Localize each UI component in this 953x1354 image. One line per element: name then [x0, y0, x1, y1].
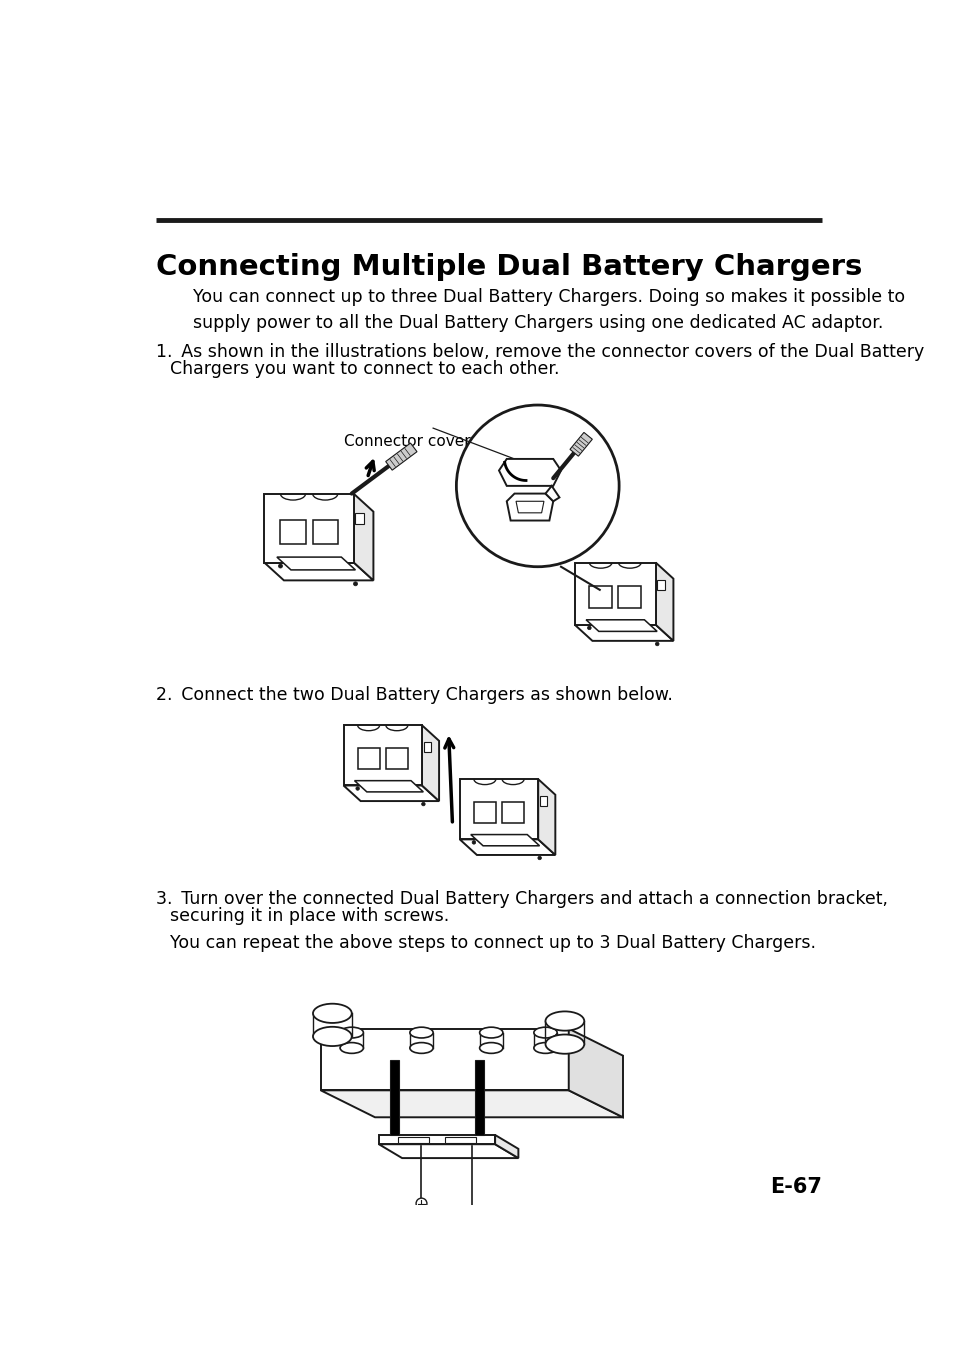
Circle shape	[421, 803, 425, 806]
Bar	[539, 796, 546, 806]
Ellipse shape	[410, 1043, 433, 1053]
Bar	[618, 586, 640, 608]
Polygon shape	[421, 726, 438, 802]
Polygon shape	[264, 563, 373, 581]
Polygon shape	[569, 432, 592, 456]
Circle shape	[278, 565, 282, 569]
Circle shape	[537, 856, 541, 860]
Bar	[280, 520, 305, 544]
Polygon shape	[585, 620, 657, 631]
Polygon shape	[320, 1029, 568, 1090]
Text: 2. Connect the two Dual Battery Chargers as shown below.: 2. Connect the two Dual Battery Chargers…	[155, 686, 672, 704]
Polygon shape	[390, 1060, 398, 1135]
Circle shape	[655, 642, 659, 646]
Circle shape	[587, 626, 591, 630]
Bar	[444, 1136, 476, 1143]
Polygon shape	[343, 726, 421, 785]
Polygon shape	[264, 494, 354, 563]
Polygon shape	[574, 563, 655, 624]
Ellipse shape	[340, 1028, 363, 1039]
Text: Chargers you want to connect to each other.: Chargers you want to connect to each oth…	[171, 360, 559, 378]
Polygon shape	[378, 1144, 517, 1158]
Polygon shape	[568, 1029, 622, 1117]
Polygon shape	[506, 494, 553, 520]
Ellipse shape	[410, 1028, 433, 1039]
Polygon shape	[498, 459, 560, 486]
Circle shape	[354, 582, 357, 586]
Ellipse shape	[479, 1043, 502, 1053]
Circle shape	[416, 1198, 427, 1209]
Polygon shape	[276, 556, 355, 570]
Polygon shape	[385, 443, 416, 470]
Polygon shape	[459, 839, 555, 854]
Bar	[474, 802, 496, 823]
Bar	[355, 513, 363, 524]
Polygon shape	[545, 486, 558, 501]
Bar	[501, 802, 523, 823]
Polygon shape	[355, 781, 423, 792]
Polygon shape	[495, 1135, 517, 1158]
Bar	[397, 1136, 429, 1143]
Ellipse shape	[534, 1028, 557, 1039]
Circle shape	[466, 1217, 476, 1228]
Polygon shape	[320, 1090, 622, 1117]
Text: 1. As shown in the illustrations below, remove the connector covers of the Dual : 1. As shown in the illustrations below, …	[155, 344, 923, 362]
Ellipse shape	[313, 1003, 352, 1024]
Ellipse shape	[340, 1043, 363, 1053]
Text: Connector cover: Connector cover	[344, 433, 470, 448]
Circle shape	[456, 405, 618, 567]
Text: 3. Turn over the connected Dual Battery Chargers and attach a connection bracket: 3. Turn over the connected Dual Battery …	[155, 890, 886, 909]
Bar	[657, 580, 664, 590]
Text: Connecting Multiple Dual Battery Chargers: Connecting Multiple Dual Battery Charger…	[155, 253, 862, 282]
Bar	[357, 747, 379, 769]
Bar	[385, 747, 408, 769]
Polygon shape	[354, 494, 373, 581]
Ellipse shape	[545, 1011, 583, 1030]
Polygon shape	[574, 624, 673, 640]
Polygon shape	[378, 1135, 495, 1144]
Text: You can repeat the above steps to connect up to 3 Dual Battery Chargers.: You can repeat the above steps to connec…	[171, 934, 816, 952]
Polygon shape	[537, 779, 555, 854]
Text: securing it in place with screws.: securing it in place with screws.	[171, 907, 449, 925]
Ellipse shape	[479, 1028, 502, 1039]
Polygon shape	[516, 501, 543, 513]
Polygon shape	[459, 779, 537, 839]
Bar	[589, 586, 612, 608]
Polygon shape	[475, 1060, 484, 1135]
Ellipse shape	[545, 1034, 583, 1053]
Polygon shape	[470, 834, 539, 846]
Bar	[313, 520, 337, 544]
Circle shape	[355, 787, 359, 791]
Bar	[423, 742, 430, 751]
Polygon shape	[343, 785, 438, 802]
Ellipse shape	[313, 1026, 352, 1047]
Polygon shape	[655, 563, 673, 640]
Text: You can connect up to three Dual Battery Chargers. Doing so makes it possible to: You can connect up to three Dual Battery…	[193, 288, 904, 332]
Circle shape	[472, 841, 476, 844]
Text: E-67: E-67	[769, 1178, 821, 1197]
Ellipse shape	[534, 1043, 557, 1053]
